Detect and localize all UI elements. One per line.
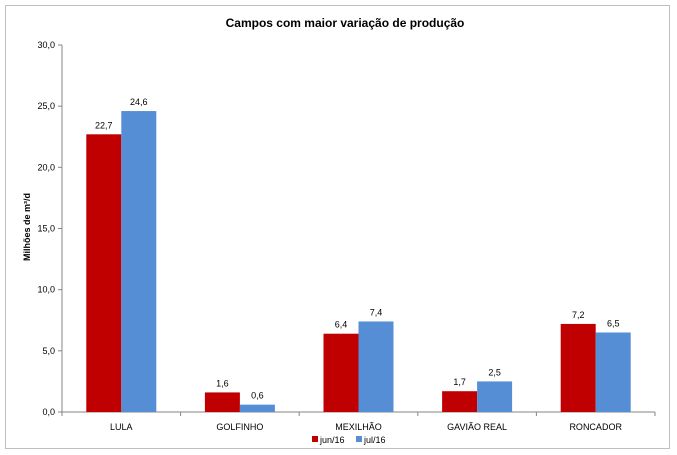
bar — [323, 333, 359, 412]
y-tick-label: 25,0 — [37, 101, 55, 111]
bar — [477, 381, 513, 412]
y-tick-label: 10,0 — [37, 285, 55, 295]
legend-swatch — [356, 436, 362, 442]
bar — [442, 391, 478, 412]
data-label: 7,4 — [370, 307, 383, 317]
legend-label: jun/16 — [319, 435, 345, 445]
data-label: 6,5 — [607, 318, 620, 328]
y-tick-label: 5,0 — [42, 346, 55, 356]
data-label: 1,6 — [216, 378, 229, 388]
bar — [560, 323, 596, 412]
bar — [595, 332, 631, 412]
data-label: 24,6 — [130, 97, 148, 107]
data-label: 2,5 — [488, 367, 501, 377]
x-tick-label: GAVIÃO REAL — [447, 422, 507, 432]
y-tick-label: 20,0 — [37, 162, 55, 172]
data-label: 1,7 — [453, 377, 466, 387]
chart-title: Campos com maior variação de produção — [226, 16, 465, 30]
bar — [121, 111, 157, 412]
data-label: 22,7 — [95, 120, 113, 130]
y-tick-label: 15,0 — [37, 224, 55, 234]
bar — [239, 404, 275, 412]
data-label: 0,6 — [251, 391, 264, 401]
x-tick-label: RONCADOR — [569, 422, 622, 432]
x-tick-label: LULA — [110, 422, 133, 432]
data-label: 6,4 — [335, 320, 348, 330]
bar — [204, 392, 240, 412]
bar — [86, 134, 122, 412]
legend: jun/16 jul/16 — [312, 435, 386, 445]
y-tick-label: 0,0 — [42, 407, 55, 417]
data-label: 7,2 — [572, 310, 585, 320]
y-tick-label: 30,0 — [37, 40, 55, 50]
legend-label: jul/16 — [363, 435, 386, 445]
bar — [358, 321, 394, 412]
x-tick-label: MEXILHÃO — [335, 422, 382, 432]
bars: 22,7 24,6 1,6 0,6 6,4 7,4 1,7 2,5 7,2 6,5 — [86, 97, 631, 412]
legend-swatch — [312, 436, 318, 442]
x-tick-label: GOLFINHO — [216, 422, 263, 432]
axes: 0,0 5,0 10,0 15,0 20,0 25,0 30,0 LULA GOLFINHO ME… — [37, 40, 656, 432]
y-axis-label: Milhões de m³/d — [22, 193, 32, 261]
